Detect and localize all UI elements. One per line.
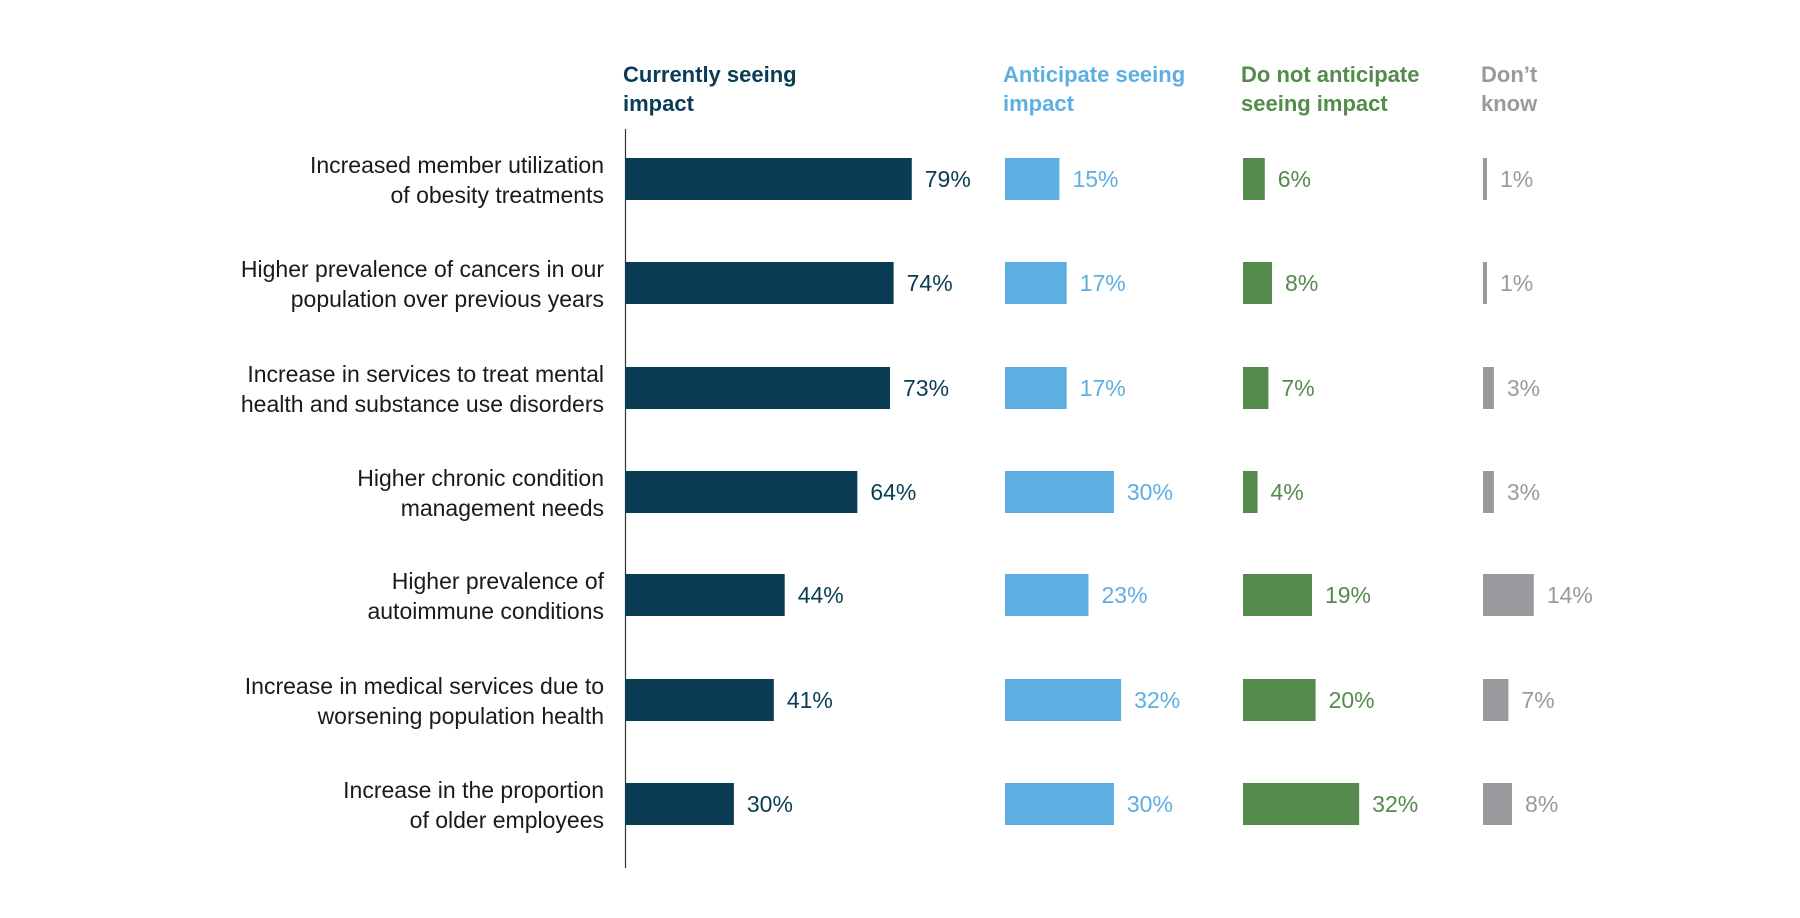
data-label: 74%	[907, 270, 953, 296]
data-label: 32%	[1372, 791, 1418, 817]
data-label: 30%	[1127, 479, 1173, 505]
bar-1	[1005, 574, 1089, 616]
bar-0	[625, 471, 858, 513]
data-label: 8%	[1285, 270, 1318, 296]
data-label: 15%	[1072, 166, 1118, 192]
data-label: 30%	[747, 791, 793, 817]
bar-2	[1243, 574, 1312, 616]
category-label: Increase in services to treat mental	[247, 361, 604, 387]
legend-header-2: Do not anticipate	[1241, 62, 1419, 87]
bar-0	[625, 367, 890, 409]
data-label: 44%	[798, 582, 844, 608]
bar-0	[625, 679, 774, 721]
data-label: 6%	[1278, 166, 1311, 192]
bar-0	[625, 574, 785, 616]
data-label: 19%	[1325, 582, 1371, 608]
legend-header-3: know	[1481, 91, 1538, 116]
category-label: Increase in medical services due to	[245, 673, 604, 699]
data-label: 1%	[1500, 166, 1533, 192]
data-label: 8%	[1525, 791, 1558, 817]
category-label: Higher prevalence of	[392, 568, 605, 594]
category-label: population over previous years	[291, 286, 604, 312]
data-label: 3%	[1507, 375, 1540, 401]
data-label: 3%	[1507, 479, 1540, 505]
data-label: 73%	[903, 375, 949, 401]
bar-0	[625, 783, 734, 825]
category-label: worsening population health	[317, 703, 604, 729]
category-label: Increased member utilization	[310, 152, 604, 178]
bar-1	[1005, 679, 1122, 721]
category-label: Increase in the proportion	[343, 777, 604, 803]
bar-2	[1243, 158, 1265, 200]
data-label: 7%	[1521, 687, 1554, 713]
data-label: 4%	[1271, 479, 1304, 505]
bar-3	[1483, 679, 1509, 721]
legend-header-0: Currently seeing	[623, 62, 797, 87]
bar-2	[1243, 783, 1360, 825]
legend-header-1: Anticipate seeing	[1003, 62, 1185, 87]
data-label: 20%	[1329, 687, 1375, 713]
bar-2	[1243, 471, 1258, 513]
data-label: 79%	[925, 166, 971, 192]
category-label: management needs	[401, 495, 604, 521]
data-label: 32%	[1134, 687, 1180, 713]
data-label: 41%	[787, 687, 833, 713]
bar-2	[1243, 367, 1269, 409]
category-label: of obesity treatments	[391, 182, 605, 208]
category-label: Higher chronic condition	[357, 465, 604, 491]
data-label: 23%	[1101, 582, 1147, 608]
data-label: 17%	[1080, 270, 1126, 296]
data-label: 17%	[1080, 375, 1126, 401]
data-label: 14%	[1547, 582, 1593, 608]
bar-3	[1483, 574, 1534, 616]
category-label: health and substance use disorders	[241, 391, 604, 417]
category-label: autoimmune conditions	[367, 598, 604, 624]
bar-1	[1005, 783, 1114, 825]
bar-0	[625, 262, 894, 304]
bar-1	[1005, 262, 1067, 304]
bar-1	[1005, 367, 1067, 409]
bar-3	[1483, 471, 1494, 513]
legend-header-0: impact	[623, 91, 695, 116]
bar-3	[1483, 158, 1487, 200]
bar-3	[1483, 262, 1487, 304]
bar-1	[1005, 471, 1114, 513]
data-label: 30%	[1127, 791, 1173, 817]
data-label: 1%	[1500, 270, 1533, 296]
data-label: 7%	[1281, 375, 1314, 401]
bar-3	[1483, 783, 1513, 825]
legend-header-2: seeing impact	[1241, 91, 1388, 116]
bar-2	[1243, 679, 1316, 721]
legend-header-1: impact	[1003, 91, 1075, 116]
bar-0	[625, 158, 912, 200]
bar-3	[1483, 367, 1494, 409]
legend-header-3: Don’t	[1481, 62, 1538, 87]
bar-1	[1005, 158, 1060, 200]
data-label: 64%	[870, 479, 916, 505]
bar-2	[1243, 262, 1273, 304]
category-label: of older employees	[410, 807, 604, 833]
category-label: Higher prevalence of cancers in our	[241, 256, 604, 282]
